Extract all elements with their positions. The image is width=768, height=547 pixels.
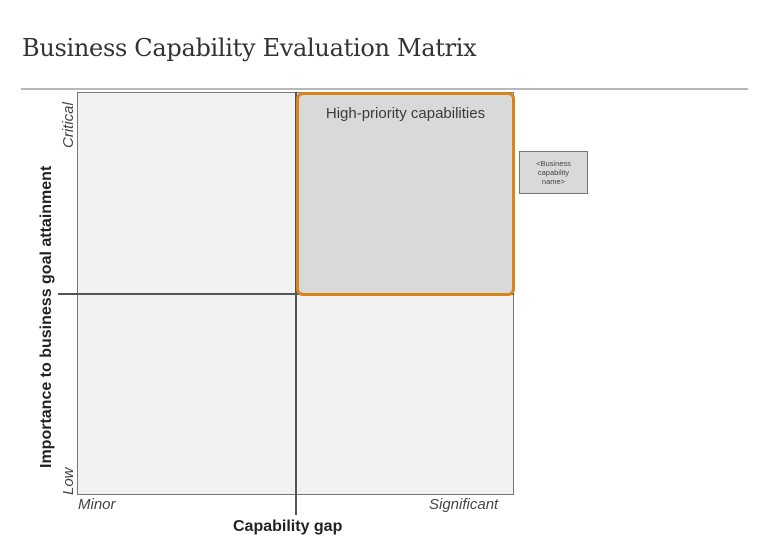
business-capability-card[interactable]: <Business capability name> xyxy=(519,151,588,194)
high-priority-quadrant: High-priority capabilities xyxy=(296,92,515,296)
y-axis-max-label: Critical xyxy=(60,102,77,148)
horizontal-midline xyxy=(58,293,514,295)
capability-card-line3: name> xyxy=(541,177,566,186)
title-divider xyxy=(21,88,748,90)
capability-card-line2: capability xyxy=(537,168,570,177)
vertical-midline xyxy=(295,92,297,515)
x-axis-max-label: Significant xyxy=(429,496,499,513)
x-axis-min-label: Minor xyxy=(78,496,116,513)
high-priority-label: High-priority capabilities xyxy=(325,105,486,122)
page-title: Business Capability Evaluation Matrix xyxy=(22,34,477,62)
y-axis-min-label: Low xyxy=(60,467,77,495)
capability-card-line1: <Business xyxy=(536,159,571,168)
x-axis-label: Capability gap xyxy=(233,518,343,535)
y-axis-label: Importance to business goal attainment xyxy=(38,165,55,468)
